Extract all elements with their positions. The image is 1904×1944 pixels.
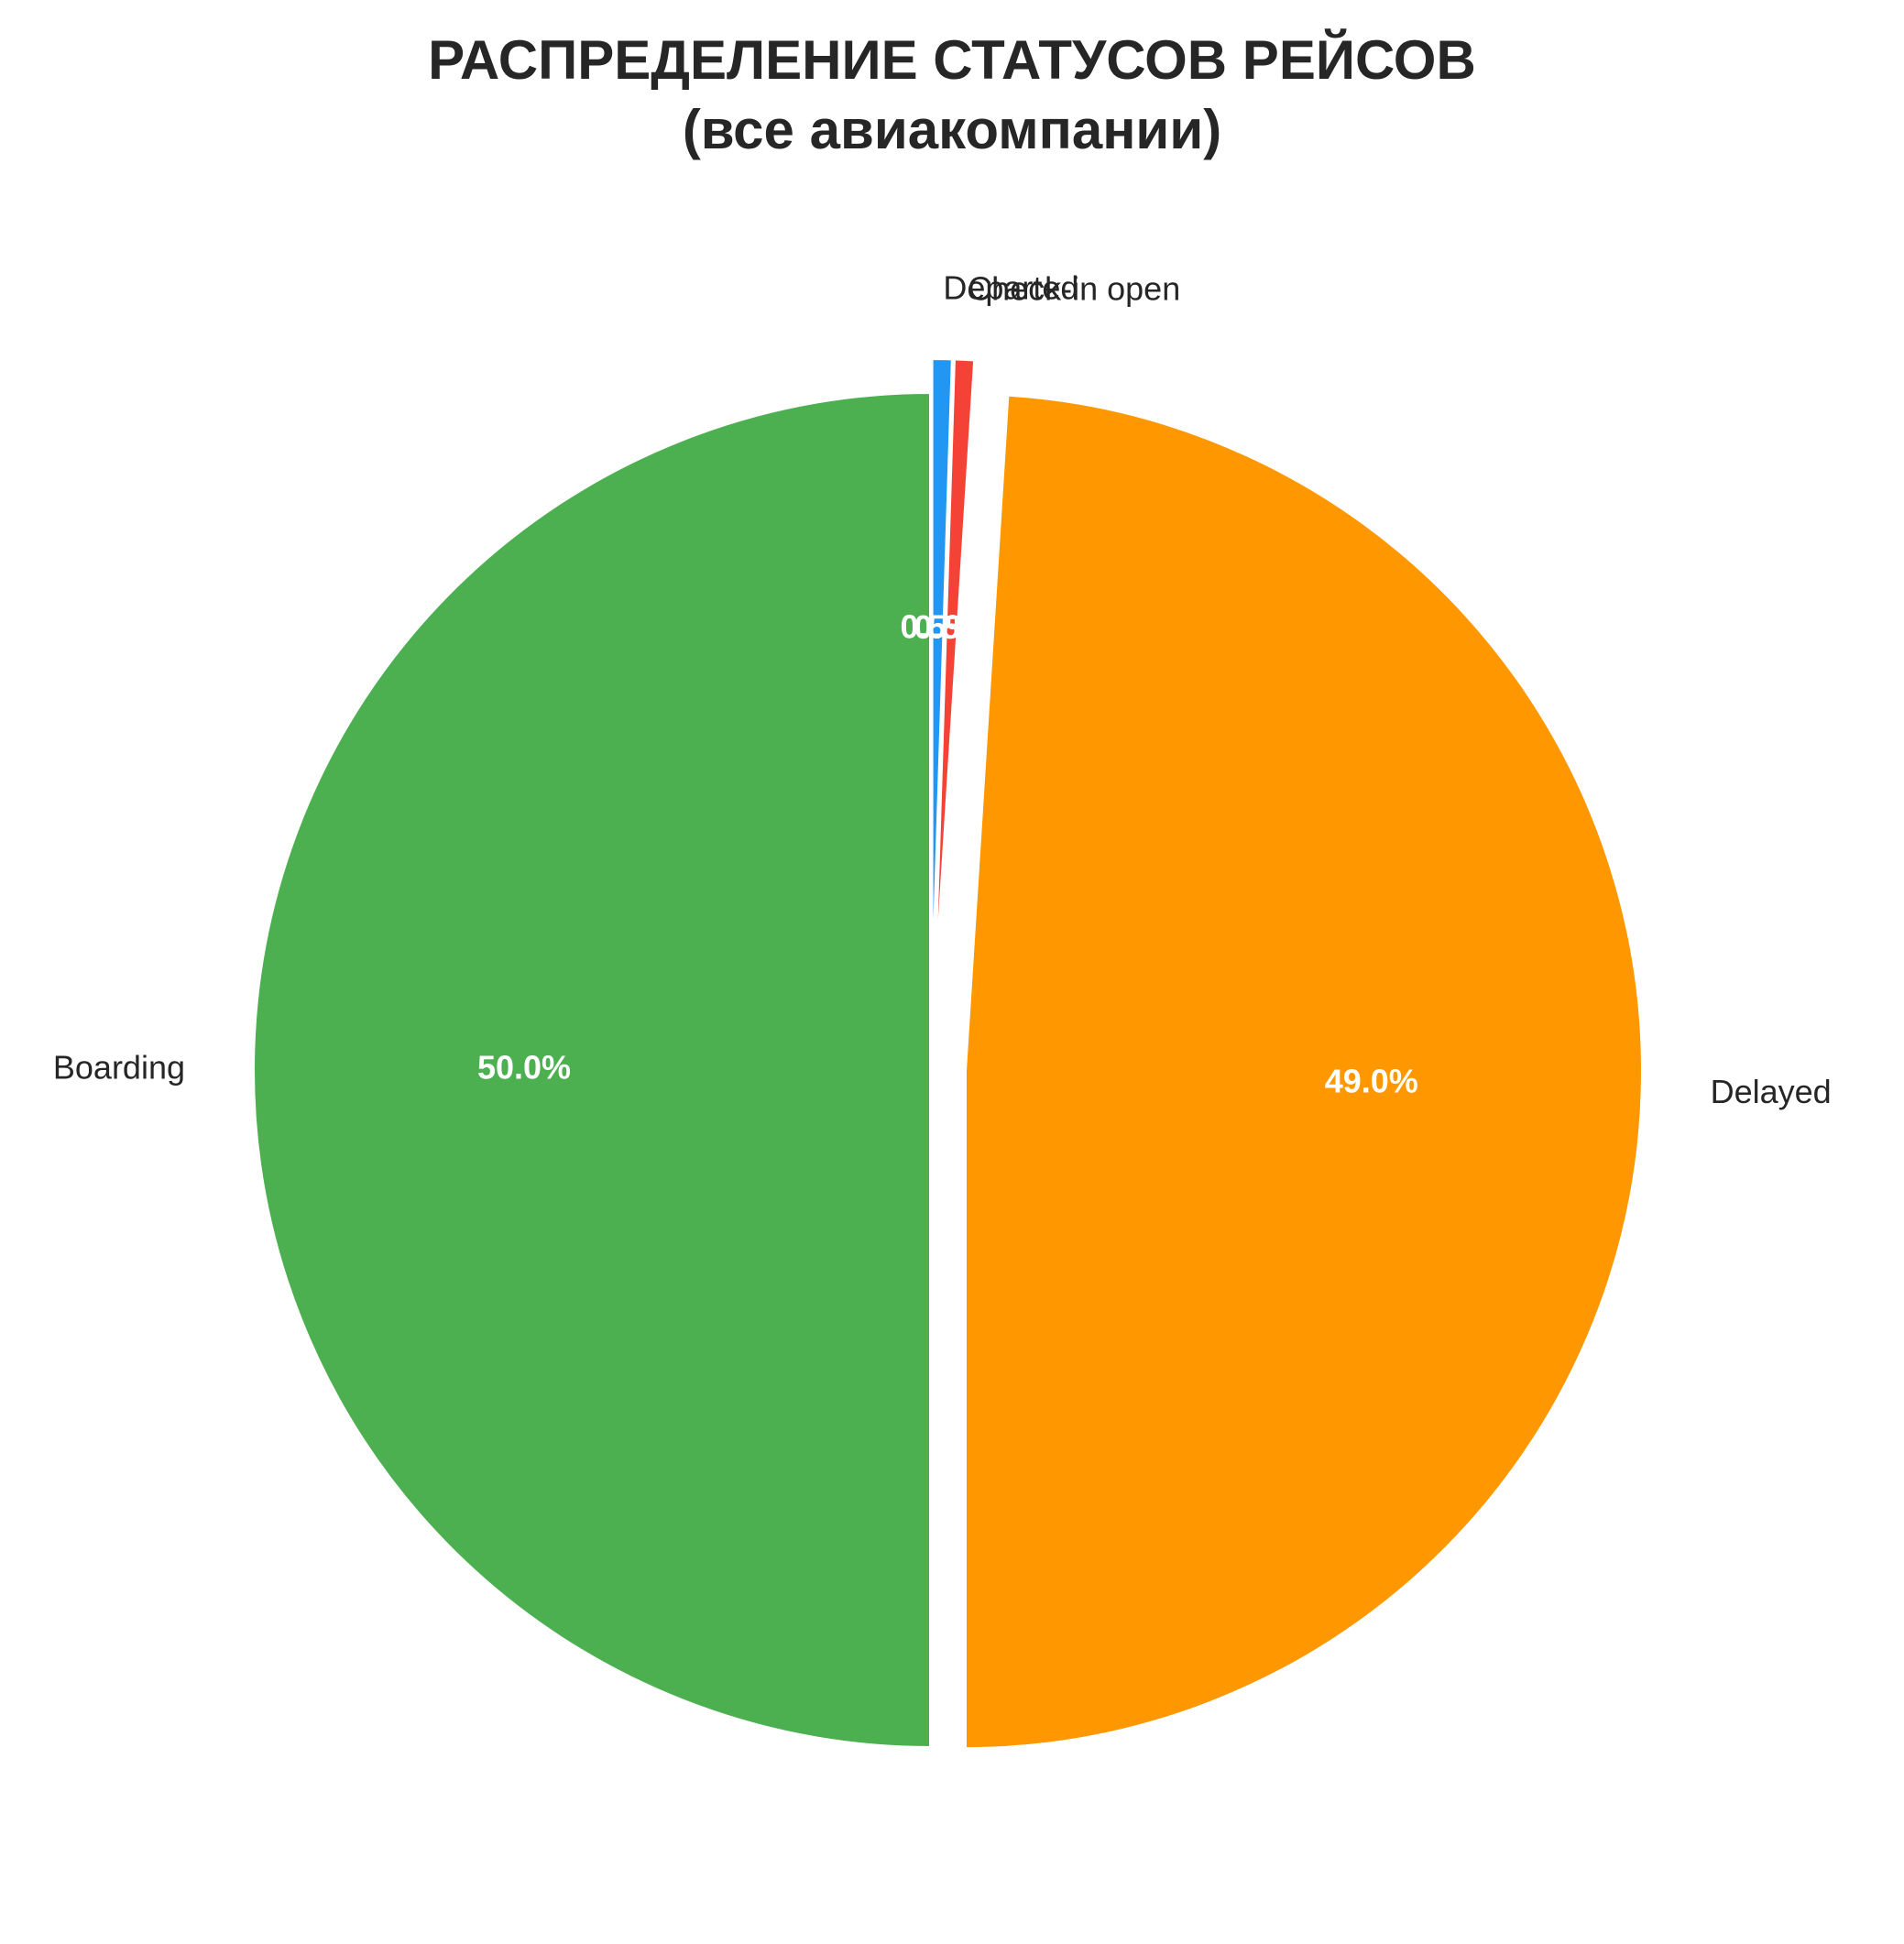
- pie-labels: Departed 0.5% Check-in open 0.5% Delayed 49.0…: [53, 269, 1832, 1111]
- slice-label: Check-in open: [968, 269, 1180, 307]
- slice-label: Delayed: [1711, 1073, 1832, 1110]
- slice-percentage-label: 50.0%: [477, 1049, 571, 1087]
- chart-title-line-2: (все авиакомпании): [683, 99, 1221, 160]
- slice-percentage-label: 0.5%: [901, 608, 976, 646]
- pie-slice-delayed: [962, 392, 1645, 1752]
- pie-slices: [251, 356, 1645, 1752]
- slice-percentage-label: 49.0%: [1325, 1063, 1418, 1100]
- pie-slice-check-in-open: [930, 356, 978, 1037]
- slice-percentage-label: 0.5%: [914, 608, 990, 646]
- slice-label: Departed: [943, 269, 1078, 307]
- pie-slice-boarding: [251, 389, 933, 1751]
- chart-title-line-1: РАСПРЕДЕЛЕНИЕ СТАТУСОВ РЕЙСОВ: [428, 29, 1476, 91]
- slice-label: Boarding: [53, 1049, 185, 1087]
